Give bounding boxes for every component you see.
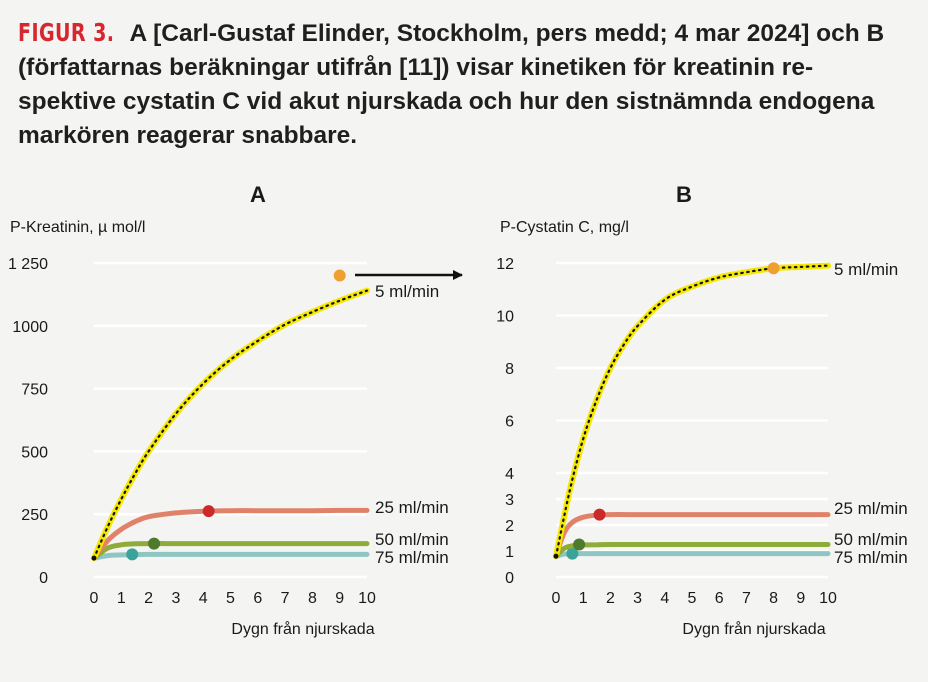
x-tick-label: 10	[819, 590, 837, 607]
x-tick-label: 3	[171, 590, 180, 607]
x-tick-label: 8	[769, 590, 778, 607]
y-tick-label: 4	[505, 466, 514, 483]
y-tick-label: 12	[496, 256, 514, 273]
x-tick-label: 9	[796, 590, 805, 607]
series-marker	[126, 548, 139, 561]
origin-point	[553, 553, 559, 559]
series-line	[553, 512, 831, 559]
y-tick-label: 6	[505, 414, 514, 431]
x-tick-label: 0	[552, 590, 561, 607]
series-marker	[767, 262, 780, 275]
x-tick-label: 7	[281, 590, 290, 607]
series-label: 25 ml/min	[375, 498, 449, 517]
y-tick-label: 0	[39, 570, 48, 587]
y-tick-label: 0	[505, 570, 514, 587]
x-tick-label: 7	[742, 590, 751, 607]
x-tick-label: 1	[579, 590, 588, 607]
series-marker	[566, 547, 579, 560]
x-tick-label: 9	[335, 590, 344, 607]
x-tick-label: 0	[90, 590, 99, 607]
x-axis-label: Dygn från njurskada	[231, 620, 374, 638]
x-tick-label: 8	[308, 590, 317, 607]
y-tick-label: 2	[505, 518, 514, 535]
y-tick-label: 1000	[12, 319, 48, 336]
series-line	[553, 551, 831, 559]
series-marker	[202, 505, 215, 518]
series-label: 50 ml/min	[375, 530, 449, 549]
x-tick-label: 10	[358, 590, 376, 607]
x-tick-label: 5	[688, 590, 697, 607]
figure-label: FIGUR 3.	[18, 18, 115, 47]
x-tick-label: 5	[226, 590, 235, 607]
series-label: 5 ml/min	[834, 260, 898, 279]
y-axis-label: P-Kreatinin, µ mol/l	[10, 219, 145, 236]
y-axis-label: P-Cystatin C, mg/l	[500, 219, 629, 236]
series-label: 25 ml/min	[834, 499, 908, 518]
series-marker	[333, 269, 346, 282]
series-marker	[148, 537, 161, 550]
y-tick-label: 500	[21, 444, 48, 461]
series-line	[91, 287, 370, 562]
series-marker	[573, 538, 586, 551]
x-tick-label: 4	[660, 590, 669, 607]
x-tick-label: 6	[715, 590, 724, 607]
x-tick-label: 2	[606, 590, 615, 607]
x-tick-label: 2	[144, 590, 153, 607]
series-line	[91, 551, 370, 561]
series-label: 75 ml/min	[375, 548, 449, 567]
panel-label: B	[676, 182, 692, 207]
series-label: 75 ml/min	[834, 548, 908, 567]
y-tick-label: 8	[505, 361, 514, 378]
series-line-dots	[92, 289, 369, 560]
origin-point	[91, 555, 97, 561]
y-tick-label: 250	[21, 507, 48, 524]
y-tick-label: 1 250	[8, 256, 48, 273]
x-tick-label: 3	[633, 590, 642, 607]
panel-label: A	[250, 182, 266, 207]
y-tick-label: 3	[505, 492, 514, 509]
x-axis-label: Dygn från njurskada	[682, 620, 825, 638]
y-tick-label: 750	[21, 382, 48, 399]
x-tick-label: 6	[253, 590, 262, 607]
x-tick-label: 1	[117, 590, 126, 607]
series-marker	[593, 508, 606, 521]
y-tick-label: 1	[505, 544, 514, 561]
y-tick-label: 10	[496, 309, 514, 326]
x-tick-label: 4	[199, 590, 208, 607]
caption-text: A [Carl-Gustaf Elinder, Stockholm, pers …	[18, 20, 885, 149]
series-line	[553, 542, 831, 559]
series-line	[91, 541, 370, 561]
figure-caption: FIGUR 3. A [Carl-Gustaf Elinder, Stockho…	[18, 16, 898, 153]
series-label: 5 ml/min	[375, 282, 439, 301]
series-label: 50 ml/min	[834, 530, 908, 549]
